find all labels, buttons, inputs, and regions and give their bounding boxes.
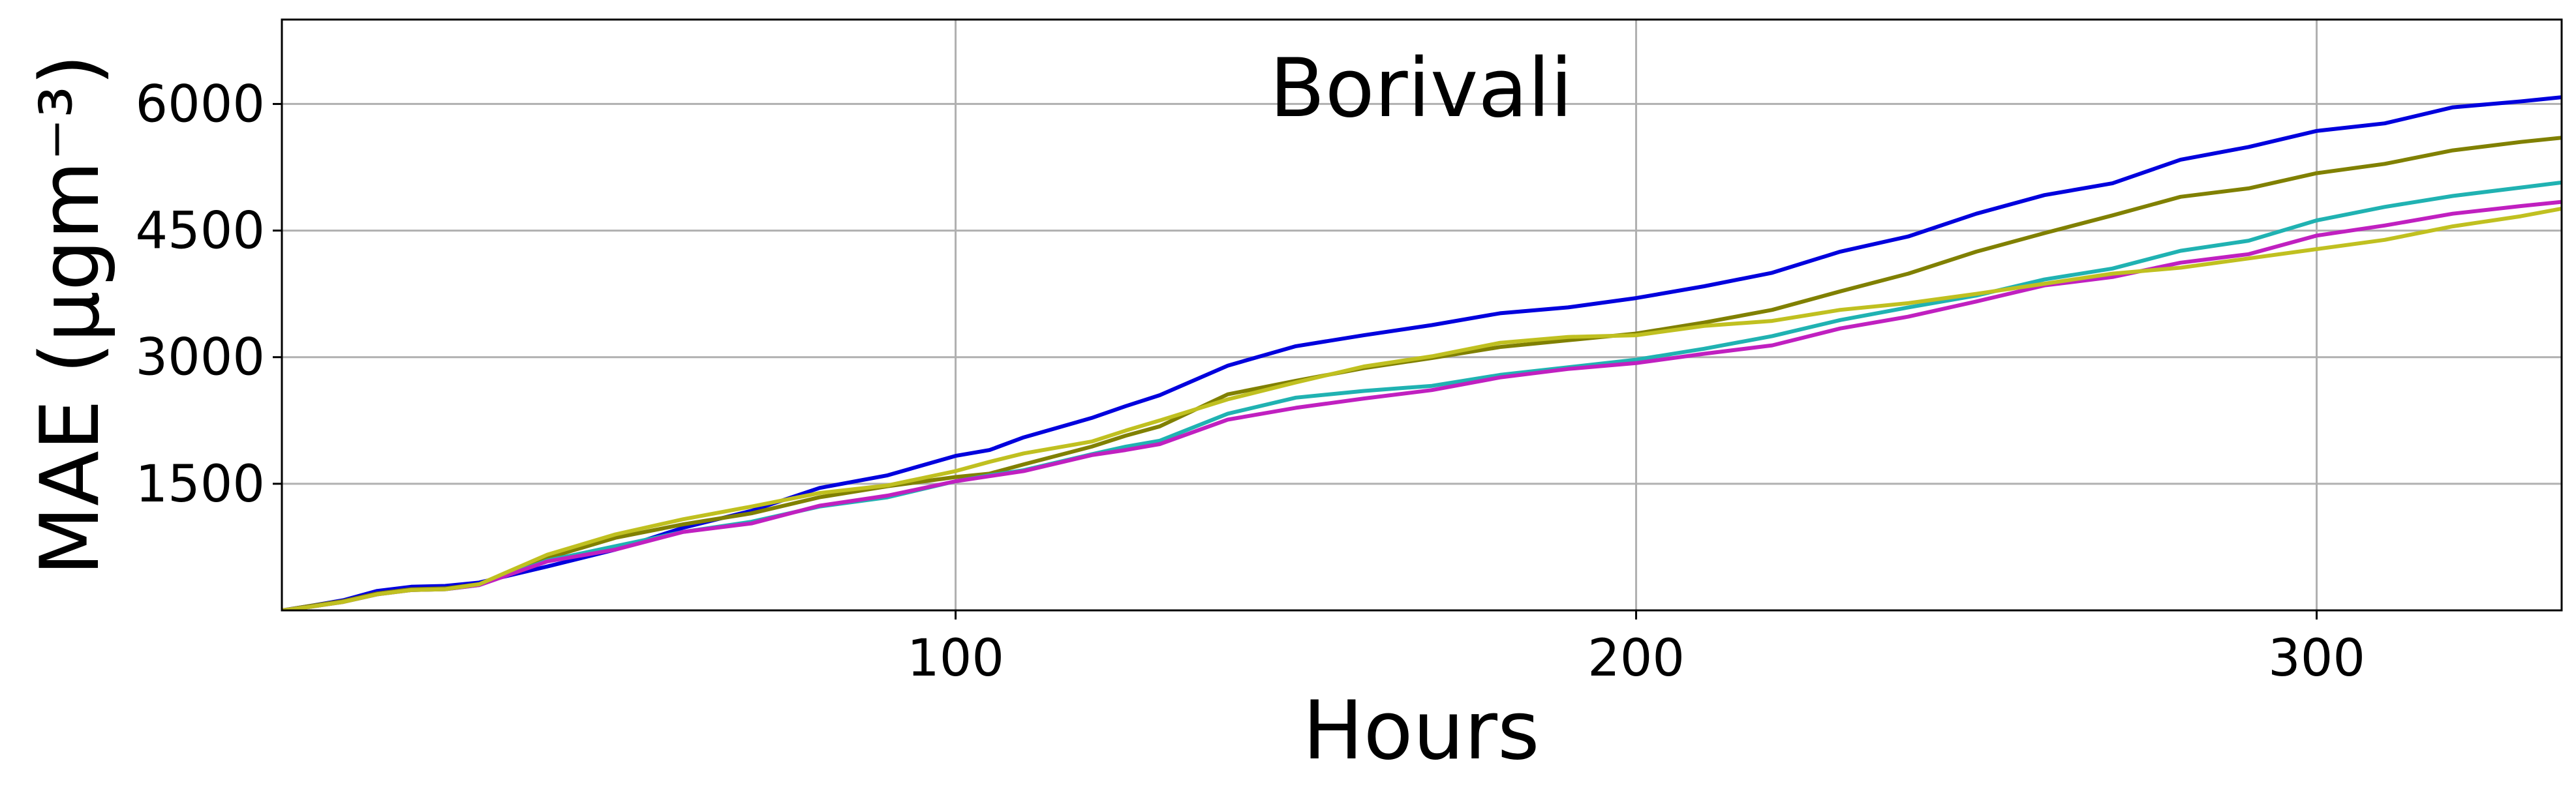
x-tick-label: 100 (907, 629, 1004, 688)
x-tick-label: 200 (1587, 629, 1685, 688)
plot-frame (281, 18, 2563, 612)
x-axis-ticks: 100 200 300 (907, 610, 2365, 688)
x-tick-label: 300 (2268, 629, 2365, 688)
y-tick-label: 3000 (135, 329, 265, 387)
x-axis-title: Hours (1302, 684, 1539, 778)
gridlines (282, 20, 2562, 610)
y-tick-label: 1500 (135, 455, 265, 514)
series-line-5 (282, 206, 2562, 610)
y-tick-label: 6000 (135, 75, 265, 134)
plot-title: Borivali (1270, 42, 1573, 136)
series-layer (282, 95, 2562, 610)
y-tick-label: 4500 (135, 202, 265, 261)
y-axis-title: MAE (μgm⁻³) (23, 54, 117, 576)
y-axis-ticks: 1500 3000 4500 6000 (135, 75, 282, 514)
